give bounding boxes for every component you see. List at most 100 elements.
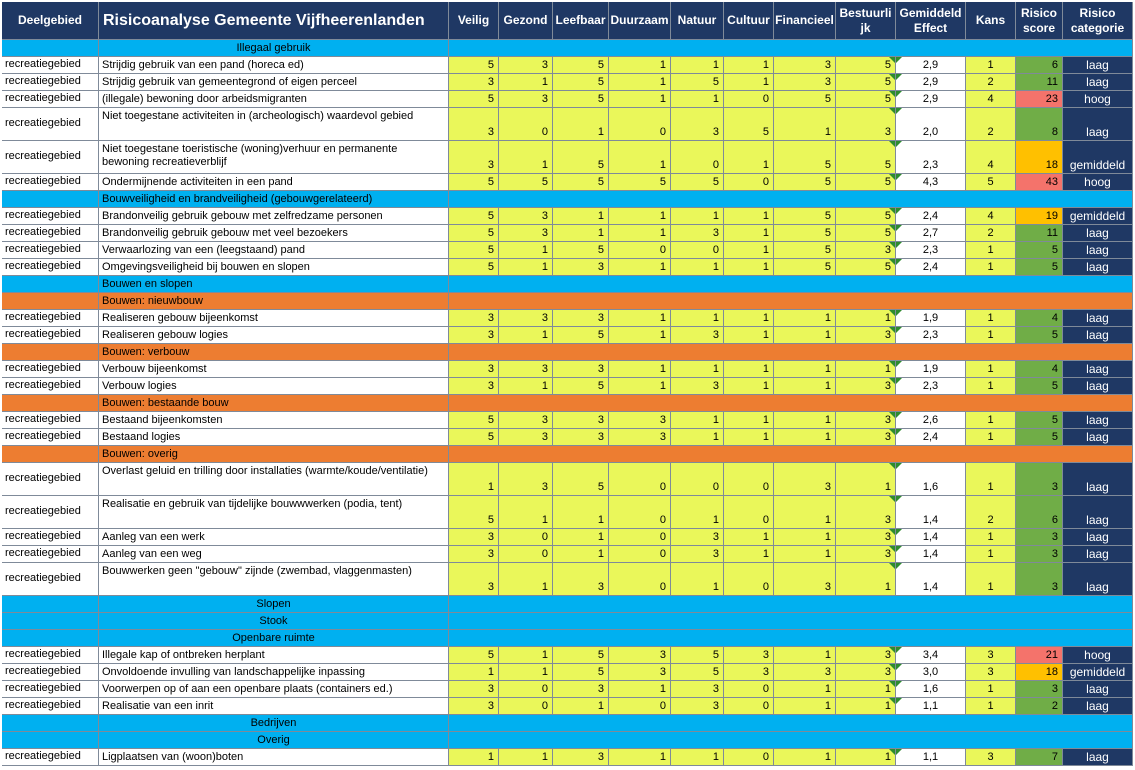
cell-veilig[interactable]: 5 [449,647,499,664]
cell-natuur[interactable]: 1 [671,412,724,429]
cell-bestuurlijk[interactable]: 3 [836,664,896,681]
cell-deelgebied[interactable]: recreatiegebied [2,563,99,596]
cell-duurzaam[interactable]: 0 [609,108,671,141]
cell-natuur[interactable]: 1 [671,57,724,74]
cell-leefbaar[interactable]: 3 [553,429,609,446]
cell-deelgebied[interactable]: recreatiegebied [2,108,99,141]
cell-deelgebied[interactable]: recreatiegebied [2,546,99,563]
section-cell-deelgebied[interactable] [2,715,99,732]
cell-bestuurlijk[interactable]: 1 [836,698,896,715]
cell-cultuur[interactable]: 1 [724,141,774,174]
cell-deelgebied[interactable]: recreatiegebied [2,225,99,242]
cell-financieel[interactable]: 3 [774,57,836,74]
cell-description[interactable]: Overlast geluid en trilling door install… [99,463,449,496]
section-title[interactable]: Slopen [99,596,449,613]
cell-description[interactable]: Niet toegestane toeristische (woning)ver… [99,141,449,174]
col-header-bestuurlijk[interactable]: Bestuurlijk [836,2,896,40]
cell-gemiddeld-effect[interactable]: 4,3 [896,174,966,191]
cell-kans[interactable]: 5 [966,174,1016,191]
cell-deelgebied[interactable]: recreatiegebied [2,429,99,446]
cell-leefbaar[interactable]: 5 [553,91,609,108]
cell-leefbaar[interactable]: 1 [553,546,609,563]
cell-risico-score[interactable]: 18 [1016,141,1063,174]
section-cell-deelgebied[interactable] [2,732,99,749]
cell-cultuur[interactable]: 1 [724,546,774,563]
cell-risico-categorie[interactable]: hoog [1063,91,1133,108]
cell-veilig[interactable]: 5 [449,208,499,225]
cell-risico-score[interactable]: 2 [1016,698,1063,715]
cell-duurzaam[interactable]: 1 [609,91,671,108]
cell-bestuurlijk[interactable]: 5 [836,259,896,276]
cell-description[interactable]: (illegale) bewoning door arbeidsmigrante… [99,91,449,108]
cell-duurzaam[interactable]: 0 [609,546,671,563]
cell-leefbaar[interactable]: 3 [553,310,609,327]
cell-natuur[interactable]: 5 [671,174,724,191]
cell-financieel[interactable]: 1 [774,529,836,546]
cell-leefbaar[interactable]: 5 [553,378,609,395]
section-title[interactable]: Stook [99,613,449,630]
cell-duurzaam[interactable]: 1 [609,327,671,344]
cell-bestuurlijk[interactable]: 3 [836,327,896,344]
cell-gezond[interactable]: 3 [499,310,553,327]
cell-gemiddeld-effect[interactable]: 1,4 [896,546,966,563]
cell-financieel[interactable]: 1 [774,327,836,344]
cell-risico-categorie[interactable]: laag [1063,412,1133,429]
section-cell-deelgebied[interactable] [2,276,99,293]
cell-description[interactable]: Verbouw logies [99,378,449,395]
cell-risico-score[interactable]: 19 [1016,208,1063,225]
cell-description[interactable]: Voorwerpen op of aan een openbare plaats… [99,681,449,698]
col-header-financieel[interactable]: Financieel [774,2,836,40]
cell-cultuur[interactable]: 5 [724,108,774,141]
cell-gemiddeld-effect[interactable]: 1,4 [896,563,966,596]
cell-kans[interactable]: 2 [966,496,1016,529]
cell-financieel[interactable]: 5 [774,174,836,191]
cell-gemiddeld-effect[interactable]: 1,1 [896,749,966,766]
cell-veilig[interactable]: 5 [449,412,499,429]
section-title[interactable]: Bouwveiligheid en brandveiligheid (gebou… [99,191,449,208]
col-header-risico-score[interactable]: Risico score [1016,2,1063,40]
cell-financieel[interactable]: 5 [774,208,836,225]
cell-veilig[interactable]: 5 [449,91,499,108]
cell-description[interactable]: Verwaarlozing van een (leegstaand) pand [99,242,449,259]
cell-veilig[interactable]: 5 [449,242,499,259]
cell-risico-categorie[interactable]: laag [1063,378,1133,395]
cell-cultuur[interactable]: 1 [724,310,774,327]
cell-leefbaar[interactable]: 1 [553,529,609,546]
cell-risico-categorie[interactable]: laag [1063,529,1133,546]
cell-deelgebied[interactable]: recreatiegebied [2,174,99,191]
cell-risico-categorie[interactable]: laag [1063,429,1133,446]
cell-natuur[interactable]: 0 [671,141,724,174]
cell-leefbaar[interactable]: 5 [553,463,609,496]
cell-natuur[interactable]: 1 [671,310,724,327]
cell-risico-score[interactable]: 3 [1016,529,1063,546]
cell-veilig[interactable]: 3 [449,681,499,698]
cell-natuur[interactable]: 3 [671,225,724,242]
section-title[interactable]: Bouwen: bestaande bouw [99,395,449,412]
cell-gezond[interactable]: 0 [499,108,553,141]
cell-gemiddeld-effect[interactable]: 1,4 [896,496,966,529]
col-header-natuur[interactable]: Natuur [671,2,724,40]
cell-cultuur[interactable]: 3 [724,664,774,681]
cell-gezond[interactable]: 1 [499,259,553,276]
cell-kans[interactable]: 1 [966,529,1016,546]
cell-leefbaar[interactable]: 5 [553,74,609,91]
cell-risico-score[interactable]: 4 [1016,310,1063,327]
cell-description[interactable]: Onvoldoende invulling van landschappelij… [99,664,449,681]
cell-risico-categorie[interactable]: laag [1063,698,1133,715]
cell-deelgebied[interactable]: recreatiegebied [2,91,99,108]
cell-gezond[interactable]: 1 [499,496,553,529]
section-title[interactable]: Overig [99,732,449,749]
cell-financieel[interactable]: 1 [774,749,836,766]
cell-natuur[interactable]: 0 [671,242,724,259]
cell-cultuur[interactable]: 1 [724,208,774,225]
cell-kans[interactable]: 1 [966,361,1016,378]
cell-bestuurlijk[interactable]: 5 [836,225,896,242]
cell-bestuurlijk[interactable]: 3 [836,242,896,259]
cell-cultuur[interactable]: 1 [724,412,774,429]
cell-veilig[interactable]: 3 [449,563,499,596]
cell-bestuurlijk[interactable]: 1 [836,310,896,327]
cell-gezond[interactable]: 3 [499,429,553,446]
cell-kans[interactable]: 1 [966,698,1016,715]
cell-financieel[interactable]: 3 [774,563,836,596]
cell-cultuur[interactable]: 0 [724,463,774,496]
